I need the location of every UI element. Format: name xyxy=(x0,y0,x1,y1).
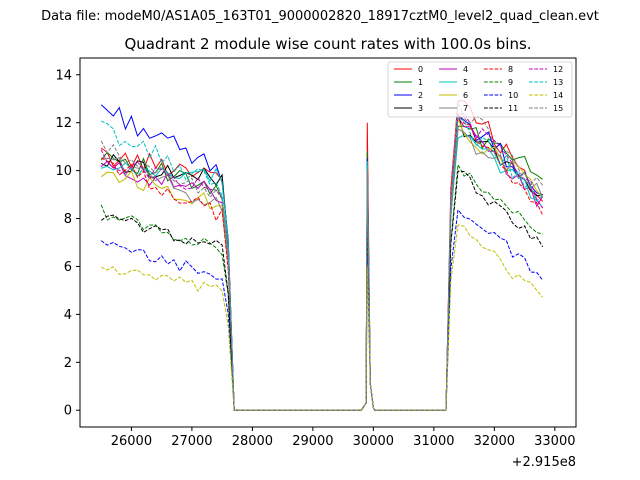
y-tick-label: 0 xyxy=(64,404,72,419)
legend-label: 4 xyxy=(463,65,468,74)
legend-label: 1 xyxy=(418,78,423,87)
x-tick-label: 28000 xyxy=(232,434,273,449)
legend-label: 0 xyxy=(418,65,423,74)
x-tick-label: 26000 xyxy=(111,434,152,449)
series-line-9 xyxy=(100,162,543,411)
y-tick-label: 14 xyxy=(55,68,72,83)
legend-label: 7 xyxy=(463,104,468,113)
x-tick-label: 31000 xyxy=(413,434,454,449)
y-tick-label: 6 xyxy=(64,260,72,275)
x-tick-label: 30000 xyxy=(353,434,394,449)
axes-frame xyxy=(79,57,577,428)
legend-label: 13 xyxy=(553,78,563,87)
y-axis: 0 2 4 6 8 10 12 14 xyxy=(55,68,80,419)
x-tick-label: 27000 xyxy=(171,434,212,449)
plot-area: 26000 27000 28000 29000 30000 31000 32000 33000… xyxy=(55,57,577,470)
legend-label: 9 xyxy=(508,78,513,87)
x-tick-label: 33000 xyxy=(534,434,575,449)
legend-label: 6 xyxy=(463,91,468,100)
legend-box xyxy=(387,61,573,118)
y-tick-label: 2 xyxy=(64,356,72,371)
chart-title: Quadrant 2 module wise count rates with … xyxy=(124,35,531,53)
legend-label: 12 xyxy=(553,65,563,74)
x-tick-label: 32000 xyxy=(474,434,515,449)
series-layer xyxy=(100,99,544,411)
legend-label: 11 xyxy=(508,104,518,113)
y-tick-label: 4 xyxy=(64,308,72,323)
series-line-15 xyxy=(100,100,544,411)
legend-label: 5 xyxy=(463,78,468,87)
y-tick-label: 10 xyxy=(55,164,72,179)
y-tick-label: 8 xyxy=(64,212,72,227)
x-tick-label: 29000 xyxy=(292,434,333,449)
legend-label: 15 xyxy=(553,104,563,113)
y-tick-label: 12 xyxy=(55,116,72,131)
legend-label: 8 xyxy=(508,65,513,74)
x-axis: 26000 27000 28000 29000 30000 31000 32000 33000 xyxy=(111,427,576,449)
legend-label: 2 xyxy=(418,91,423,100)
legend-label: 10 xyxy=(508,91,518,100)
legend-label: 14 xyxy=(553,91,563,100)
x-axis-offset-label: +2.915e8 xyxy=(512,455,576,470)
figure-suptitle: Data file: modeM0/AS1A05_163T01_90000028… xyxy=(41,9,599,24)
legend-label: 3 xyxy=(418,104,423,113)
